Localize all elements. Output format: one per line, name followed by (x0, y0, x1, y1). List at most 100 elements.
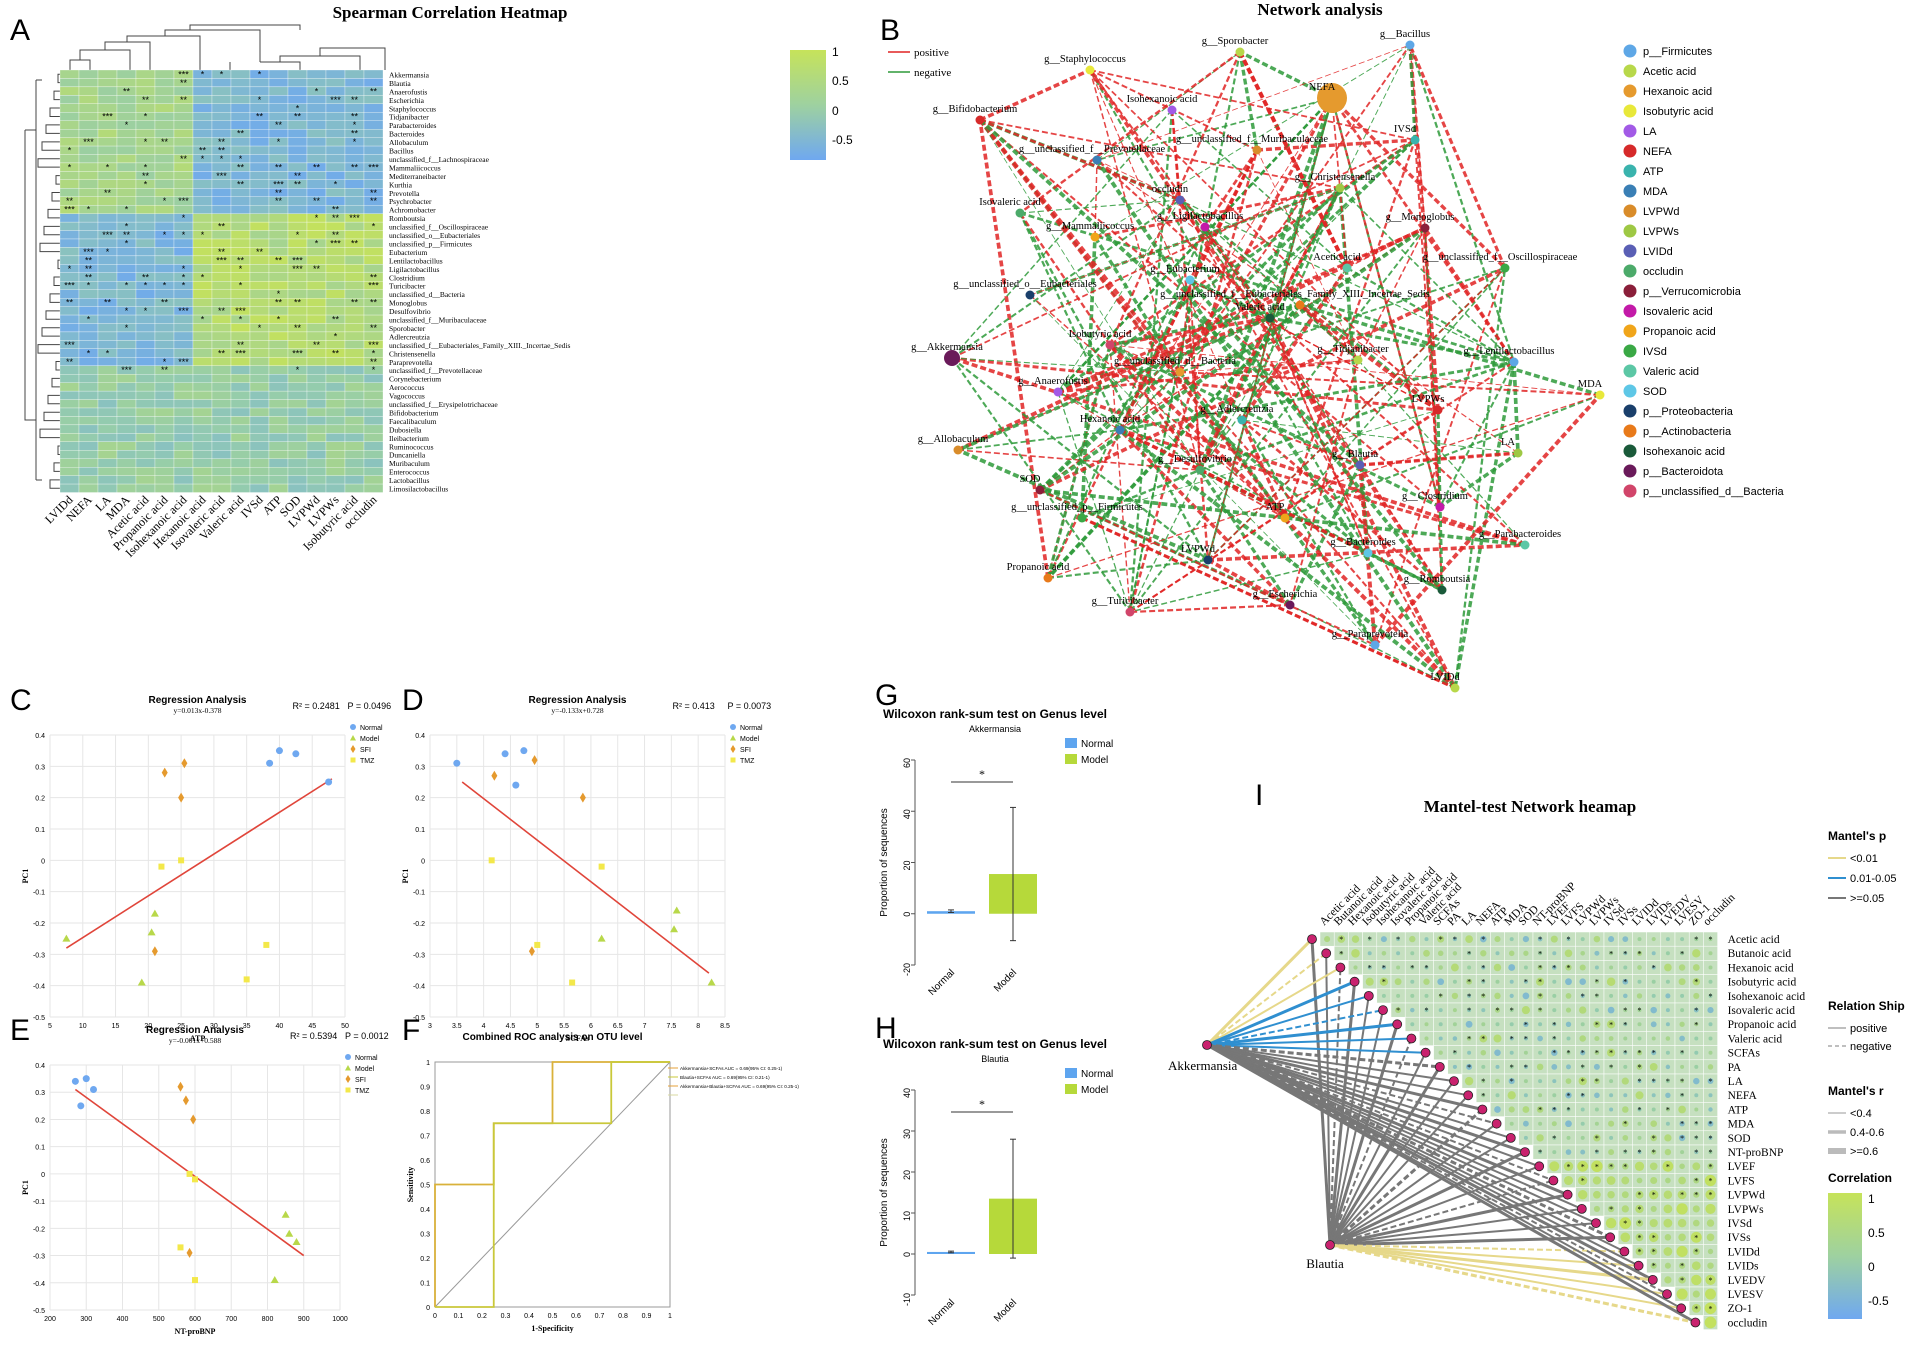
significance-mark: * (1396, 1006, 1400, 1015)
mantel-circle (1580, 937, 1585, 942)
heatmap-cell (135, 196, 156, 206)
y-axis-label: PC1 (21, 869, 30, 884)
data-point-normal (266, 759, 274, 767)
heatmap-cell (249, 272, 270, 282)
data-point-model (597, 934, 606, 942)
mantel-target-node (1477, 1104, 1488, 1115)
x-tick-label: 0.8 (618, 1313, 628, 1320)
mantel-circle (1606, 1176, 1616, 1185)
network-node-label: g__Romboutsia (1404, 574, 1471, 585)
network-node (1085, 65, 1095, 75)
heatmap-cell (59, 374, 80, 383)
heatmap-cell (325, 441, 346, 451)
heatmap-cell (249, 340, 270, 349)
colorbar-bar (1828, 1193, 1862, 1319)
mantel-row-label: MDA (1728, 1119, 1756, 1131)
heatmap-cell (192, 188, 213, 197)
mantel-circle (1594, 1008, 1599, 1013)
x-tick-label: 15 (112, 1023, 120, 1030)
mantel-circle (1676, 1203, 1688, 1215)
positive-edge (1408, 44, 1507, 269)
mantel-circle (1651, 979, 1656, 984)
legend-label: positive (1850, 1023, 1887, 1035)
significance-mark: * (1709, 1162, 1713, 1171)
heatmap-cell (287, 441, 308, 451)
positive-edge (1256, 149, 1359, 361)
mantel-target-node (1505, 1133, 1516, 1143)
significance-mark: * (1595, 1148, 1599, 1157)
significance-mark: * (258, 69, 262, 79)
mantel-circle (1351, 949, 1360, 958)
heatmap-cell (135, 390, 156, 400)
significance-mark: ** (332, 230, 340, 240)
heatmap-cell (230, 196, 251, 206)
heatmap-cell (59, 128, 80, 138)
heatmap-cell (344, 255, 365, 265)
legend-label: SFI (740, 747, 751, 754)
mantel-circle (1552, 1150, 1557, 1155)
mantel-circle (1607, 1190, 1615, 1199)
heatmap-cell (325, 407, 346, 417)
positive-edge (951, 356, 1526, 547)
heatmap-cell (325, 154, 346, 164)
mantel-circle (1593, 1190, 1601, 1199)
data-point-model (672, 906, 681, 914)
heatmap-cell (230, 230, 251, 240)
network-node (1043, 573, 1053, 583)
y-tick-label: 0.1 (420, 1281, 430, 1288)
heatmap-cell (154, 475, 175, 485)
heatmap-cell (135, 331, 156, 341)
significance-mark: ** (294, 179, 302, 189)
network-node (1115, 425, 1125, 435)
network-node-label: Isovaleric acid (979, 197, 1041, 208)
node-legend-dot (1623, 224, 1637, 238)
node-legend-dot (1623, 104, 1637, 118)
heatmap-cell (211, 441, 232, 451)
positive-edge (1089, 69, 1201, 471)
network-node-label: g__Turicibacter (1092, 596, 1159, 607)
heatmap-cell (59, 424, 80, 434)
significance-mark: * (1581, 1077, 1585, 1086)
heatmap-cell (325, 78, 346, 88)
panel-a-title: Spearman Correlation Heatmap (333, 3, 568, 22)
mantel-circle (1637, 979, 1642, 984)
mantel-circle (1566, 1036, 1571, 1041)
heatmap-cell (116, 340, 137, 349)
positive-edge (1096, 159, 1526, 546)
significance-mark: * (1467, 949, 1471, 958)
significance-mark: *** (368, 162, 379, 172)
y-tick-label: -20 (902, 963, 912, 976)
heatmap-cell (268, 416, 289, 426)
data-point-sfi (182, 1095, 189, 1106)
y-tick-label: -0.5 (413, 1015, 425, 1022)
heatmap-cell (363, 306, 384, 316)
positive-edge (1119, 428, 1369, 555)
significance-mark: *** (64, 205, 75, 215)
node-legend-label: Valeric acid (1643, 366, 1699, 378)
heatmap-cell (306, 374, 327, 383)
heatmap-cell (97, 196, 118, 206)
heatmap-cell (230, 399, 251, 409)
y-tick-label: 60 (902, 758, 912, 768)
mantel-circle (1452, 1064, 1457, 1069)
significance-mark: * (182, 213, 186, 223)
network-node-label: g__Bacteroides (1330, 537, 1395, 548)
mantel-target-node (1392, 1019, 1403, 1030)
negative-edge (978, 118, 1362, 467)
heatmap-cell (344, 340, 365, 349)
heatmap-cell (135, 213, 156, 223)
legend-title: Mantel's p (1828, 829, 1886, 843)
significance-mark: *** (349, 213, 360, 223)
heatmap-cell (268, 221, 289, 231)
heatmap-cell (135, 466, 156, 476)
heatmap-cell (268, 357, 289, 366)
heatmap-cell (325, 466, 346, 476)
heatmap-cell (78, 466, 99, 476)
mantel-circle (1609, 993, 1614, 998)
colorbar-tick: -0.5 (832, 133, 853, 147)
heatmap-cell (192, 255, 213, 265)
positive-edge (951, 139, 1416, 359)
heatmap-cell (116, 424, 137, 434)
positive-edge (1089, 69, 1439, 411)
mantel-row-label: ZO-1 (1728, 1303, 1753, 1315)
